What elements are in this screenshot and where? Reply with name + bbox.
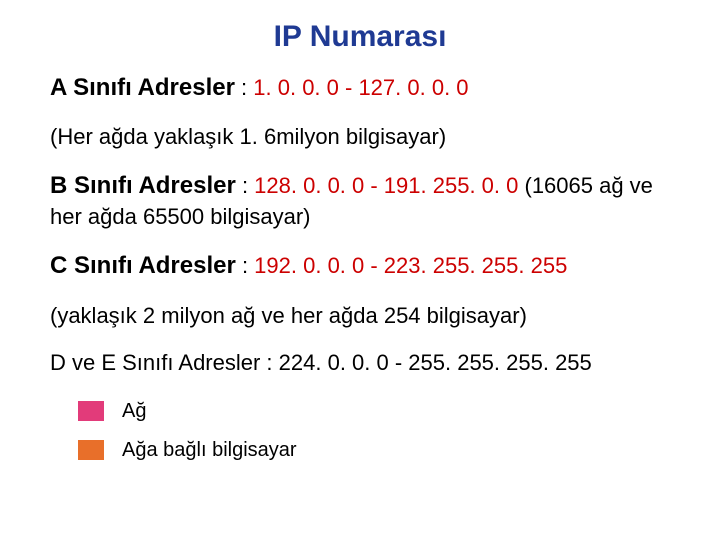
class-a-range: 1. 0. 0. 0 - 127. 0. 0. 0	[253, 75, 468, 100]
class-b-line: B Sınıfı Adresler : 128. 0. 0. 0 - 191. …	[50, 170, 670, 232]
class-c-line: C Sınıfı Adresler : 192. 0. 0. 0 - 223. …	[50, 250, 670, 282]
swatch-network	[78, 401, 104, 421]
class-a-note: (Her ağda yaklaşık 1. 6milyon bilgisayar…	[50, 122, 670, 152]
class-c-label: C Sınıfı Adresler	[50, 252, 236, 279]
legend-label-network: Ağ	[122, 400, 146, 423]
class-c-range: 192. 0. 0. 0 - 223. 255. 255. 255	[254, 253, 567, 278]
class-a-sep: :	[235, 75, 253, 100]
class-c-note: (yaklaşık 2 milyon ağ ve her ağda 254 bi…	[50, 301, 670, 331]
class-a-line: A Sınıfı Adresler : 1. 0. 0. 0 - 127. 0.…	[50, 72, 670, 104]
legend-label-host: Ağa bağlı bilgisayar	[122, 439, 297, 462]
swatch-host	[78, 440, 104, 460]
legend-row-host: Ağa bağlı bilgisayar	[50, 439, 670, 462]
class-de-line: D ve E Sınıfı Adresler : 224. 0. 0. 0 - …	[50, 348, 670, 378]
legend-row-network: Ağ	[50, 400, 670, 423]
class-c-sep: :	[236, 253, 254, 278]
slide-title: IP Numarası	[50, 20, 670, 54]
class-b-label: B Sınıfı Adresler	[50, 172, 236, 199]
class-b-range: 128. 0. 0. 0 - 191. 255. 0. 0	[254, 173, 518, 198]
legend: Ağ Ağa bağlı bilgisayar	[50, 400, 670, 462]
class-a-label: A Sınıfı Adresler	[50, 74, 235, 101]
class-b-sep: :	[236, 173, 254, 198]
slide: IP Numarası A Sınıfı Adresler : 1. 0. 0.…	[0, 0, 720, 540]
